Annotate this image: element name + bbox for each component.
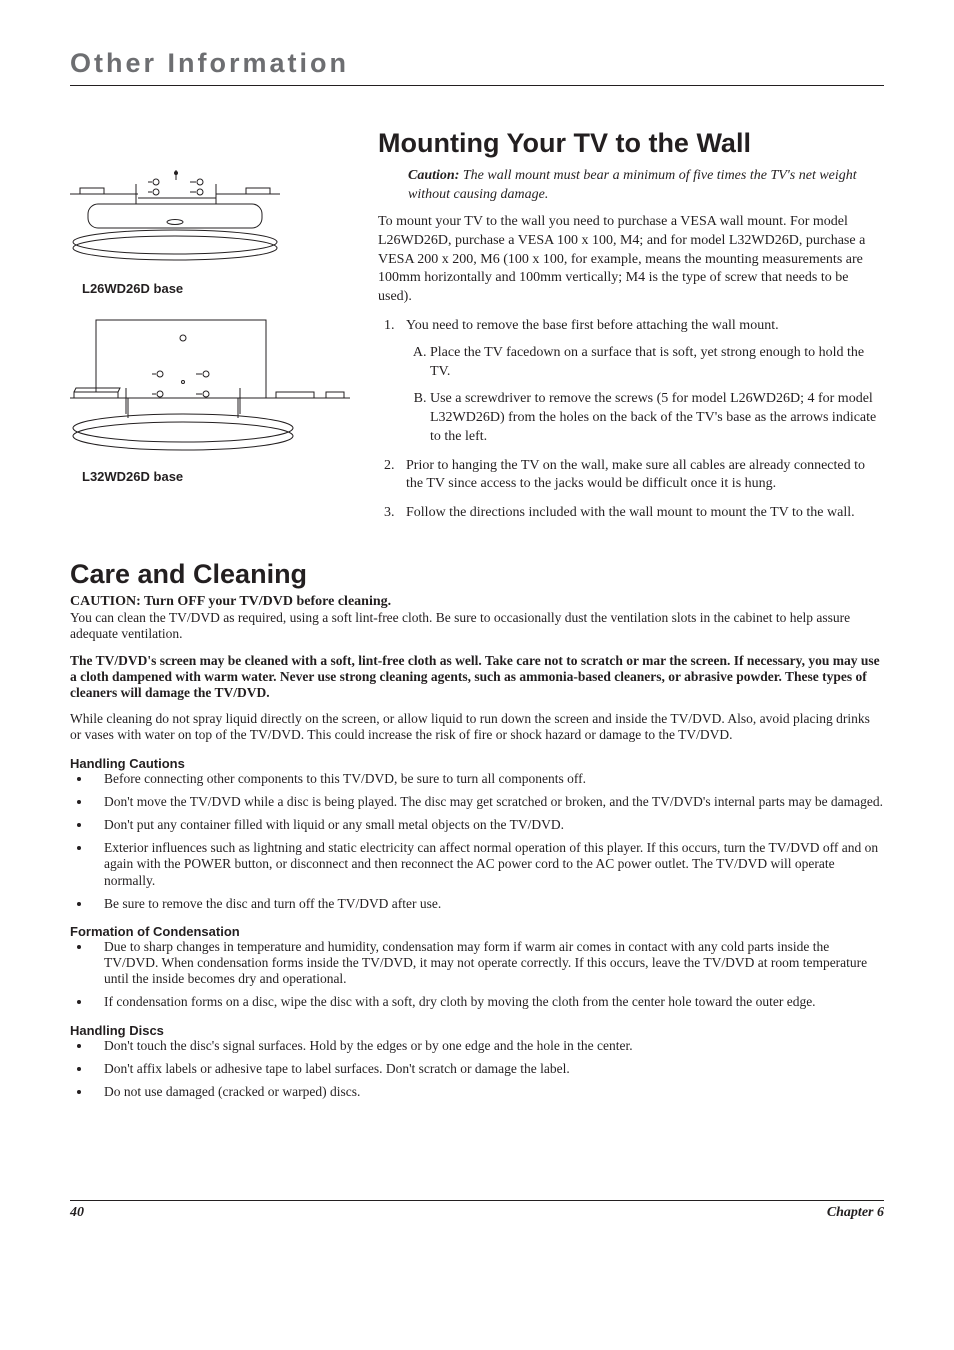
caution-text: The wall mount must bear a minimum of fi… xyxy=(408,168,857,202)
mounting-title: Mounting Your TV to the Wall xyxy=(378,128,884,159)
list-item: Do not use damaged (cracked or warped) d… xyxy=(92,1084,884,1100)
care-p2: The TV/DVD's screen may be cleaned with … xyxy=(70,653,884,702)
care-p1: You can clean the TV/DVD as required, us… xyxy=(70,610,884,642)
mount-step-3: Follow the directions included with the … xyxy=(398,504,884,523)
mount-intro: To mount your TV to the wall you need to… xyxy=(378,213,884,307)
list-item: Be sure to remove the disc and turn off … xyxy=(92,896,884,912)
caution-block: Caution: The wall mount must bear a mini… xyxy=(408,167,884,205)
mount-step-1a: Place the TV facedown on a surface that … xyxy=(430,344,884,382)
mount-step-1b: Use a screwdriver to remove the screws (… xyxy=(430,390,884,447)
diagrams-column: L26WD26D base xyxy=(70,128,350,533)
diagram-l32 xyxy=(70,318,350,463)
diagram-l32-caption: L32WD26D base xyxy=(82,469,350,484)
list-item: Don't affix labels or adhesive tape to l… xyxy=(92,1061,884,1077)
condensation-heading: Formation of Condensation xyxy=(70,924,884,939)
list-item: Don't move the TV/DVD while a disc is be… xyxy=(92,794,884,810)
list-item: Don't put any container filled with liqu… xyxy=(92,817,884,833)
list-item: If condensation forms on a disc, wipe th… xyxy=(92,994,884,1010)
list-item: Don't touch the disc's signal surfaces. … xyxy=(92,1038,884,1054)
list-item: Exterior influences such as lightning an… xyxy=(92,840,884,889)
caution-label: Caution: xyxy=(408,168,459,183)
mount-steps: You need to remove the base first before… xyxy=(378,317,884,523)
mounting-section: Mounting Your TV to the Wall Caution: Th… xyxy=(378,128,884,533)
list-item: Before connecting other components to th… xyxy=(92,771,884,787)
condensation-list: Due to sharp changes in temperature and … xyxy=(70,939,884,1011)
handling-discs-list: Don't touch the disc's signal surfaces. … xyxy=(70,1038,884,1101)
care-title: Care and Cleaning xyxy=(70,559,884,590)
footer: 40 Chapter 6 xyxy=(70,1200,884,1221)
handling-discs-heading: Handling Discs xyxy=(70,1023,884,1038)
chapter-label: Chapter 6 xyxy=(827,1205,884,1221)
mount-step-1: You need to remove the base first before… xyxy=(398,317,884,446)
page-number: 40 xyxy=(70,1205,84,1221)
list-item: Due to sharp changes in temperature and … xyxy=(92,939,884,988)
diagram-l26-caption: L26WD26D base xyxy=(82,281,350,296)
care-caution: CAUTION: Turn OFF your TV/DVD before cle… xyxy=(70,594,884,610)
page-header: Other Information xyxy=(70,48,884,86)
care-p3: While cleaning do not spray liquid direc… xyxy=(70,711,884,743)
diagram-l26 xyxy=(70,170,350,275)
mount-step-2: Prior to hanging the TV on the wall, mak… xyxy=(398,457,884,495)
handling-cautions-heading: Handling Cautions xyxy=(70,756,884,771)
handling-cautions-list: Before connecting other components to th… xyxy=(70,771,884,912)
